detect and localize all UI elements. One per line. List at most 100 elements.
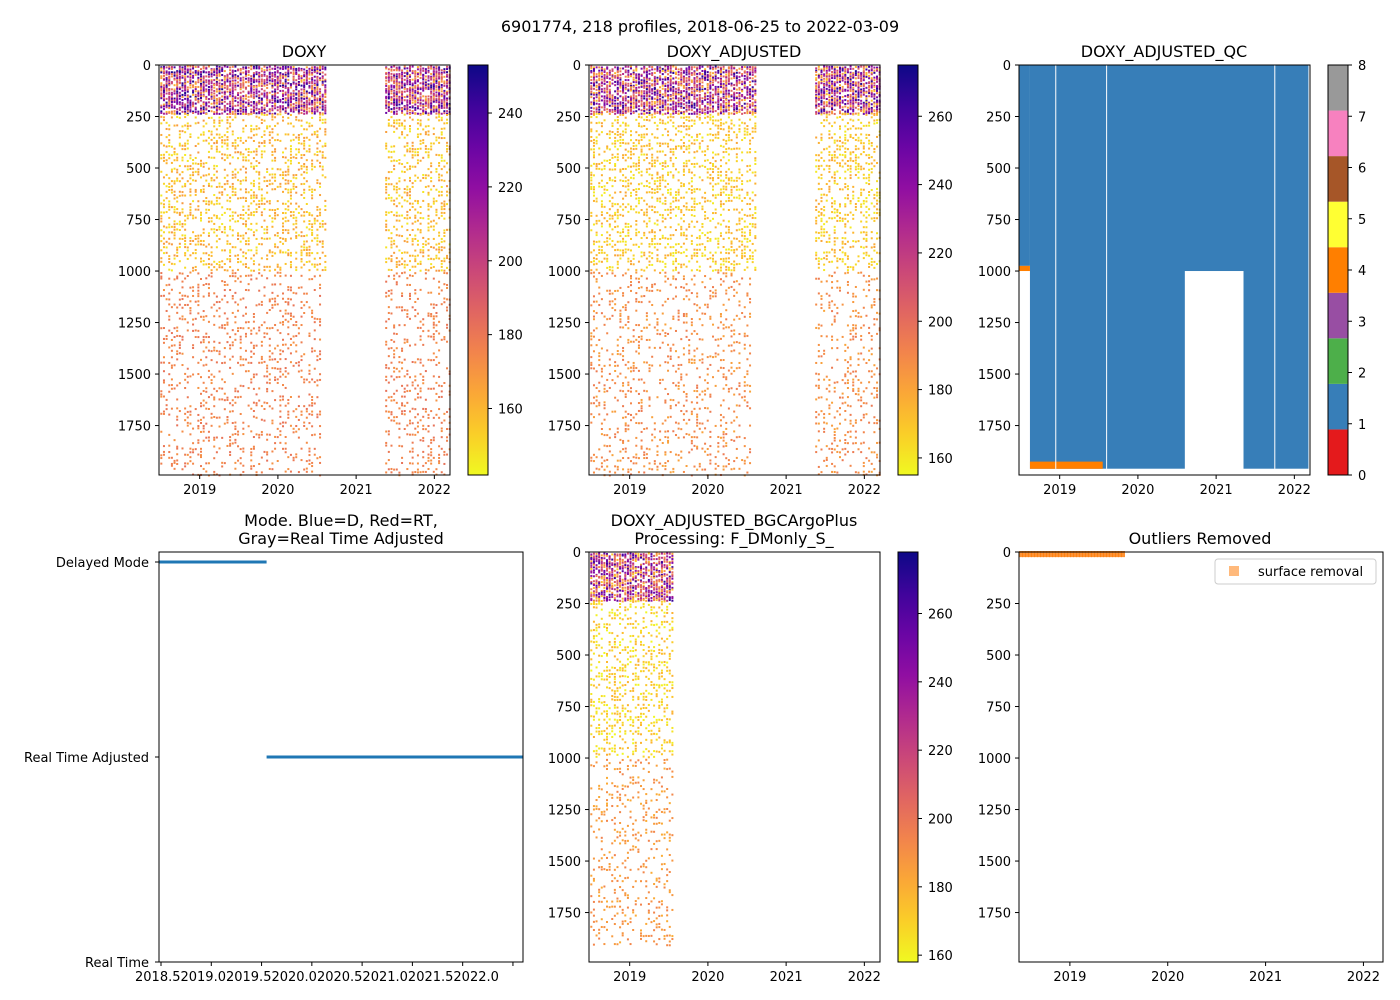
data-point (600, 186, 603, 189)
data-point (289, 343, 292, 346)
data-point (168, 444, 171, 447)
data-point (411, 106, 414, 109)
data-point (205, 211, 208, 214)
data-point (234, 428, 237, 431)
data-point (305, 73, 308, 76)
data-point (403, 199, 406, 202)
data-point (244, 95, 247, 98)
data-point (207, 294, 210, 297)
data-point (252, 79, 255, 82)
data-point (252, 75, 255, 78)
data-point (181, 69, 184, 72)
data-point (385, 213, 388, 216)
data-point (303, 171, 306, 174)
data-point (432, 338, 435, 341)
data-point (258, 96, 261, 99)
data-point (165, 86, 168, 89)
data-point (168, 315, 171, 318)
data-point (218, 106, 221, 109)
data-point (438, 217, 441, 220)
data-point (202, 88, 205, 91)
data-point (202, 430, 205, 433)
data-point (186, 71, 189, 74)
data-point (207, 217, 210, 220)
data-point (427, 70, 430, 73)
data-point (284, 107, 287, 110)
data-point (443, 106, 446, 109)
data-point (297, 327, 300, 330)
data-point (234, 141, 237, 144)
data-point (189, 182, 192, 185)
data-point (422, 89, 425, 92)
data-point (162, 86, 165, 89)
data-point (202, 259, 205, 262)
data-point (284, 82, 287, 85)
panel-doxy-adjusted: DOXY_ADJUSTED 2019 2020 2021 20220250500750… (548, 42, 953, 498)
data-point (305, 121, 308, 124)
data-point (255, 222, 258, 225)
data-point (205, 107, 208, 110)
data-point (271, 105, 274, 108)
data-point (590, 174, 593, 177)
data-point (440, 385, 443, 388)
data-point (242, 90, 245, 93)
data-point (385, 142, 388, 145)
data-point (255, 80, 258, 83)
data-point (260, 75, 263, 78)
data-point (390, 170, 393, 173)
data-point (186, 421, 189, 424)
data-point (200, 219, 203, 222)
data-point (438, 68, 441, 71)
data-point (234, 173, 237, 176)
data-point (287, 402, 290, 405)
data-point (424, 71, 427, 74)
data-point (282, 231, 285, 234)
data-point (252, 320, 255, 323)
data-point (271, 390, 274, 393)
y-tick-label: 1750 (118, 420, 151, 435)
data-point (260, 153, 263, 156)
data-point (595, 386, 598, 389)
data-point (424, 410, 427, 413)
data-point (250, 454, 253, 457)
data-point (313, 338, 316, 341)
data-point (289, 352, 292, 355)
data-point (226, 444, 229, 447)
data-point (440, 78, 443, 81)
data-point (598, 84, 601, 87)
data-point (200, 450, 203, 453)
data-point (194, 317, 197, 320)
data-point (173, 327, 176, 330)
data-point (218, 124, 221, 127)
data-point (595, 395, 598, 398)
data-point (168, 157, 171, 160)
data-point (295, 88, 298, 91)
data-point (189, 237, 192, 240)
data-point (432, 106, 435, 109)
data-point (432, 73, 435, 76)
data-point (414, 95, 417, 98)
data-point (202, 131, 205, 134)
data-point (385, 147, 388, 150)
data-point (600, 375, 603, 378)
data-point (387, 211, 390, 214)
data-point (321, 168, 324, 171)
data-point (268, 358, 271, 361)
data-point (316, 359, 319, 362)
data-point (247, 266, 250, 269)
data-point (401, 292, 404, 295)
data-point (186, 94, 189, 97)
data-point (226, 269, 229, 272)
data-point (319, 358, 322, 361)
data-point (446, 254, 449, 257)
data-point (408, 433, 411, 436)
data-point (215, 99, 218, 102)
data-point (385, 405, 388, 408)
data-point (319, 294, 322, 297)
data-point (305, 407, 308, 410)
data-point (186, 88, 189, 91)
data-point (303, 177, 306, 180)
data-point (440, 240, 443, 243)
data-point (213, 303, 216, 306)
data-point (414, 80, 417, 83)
